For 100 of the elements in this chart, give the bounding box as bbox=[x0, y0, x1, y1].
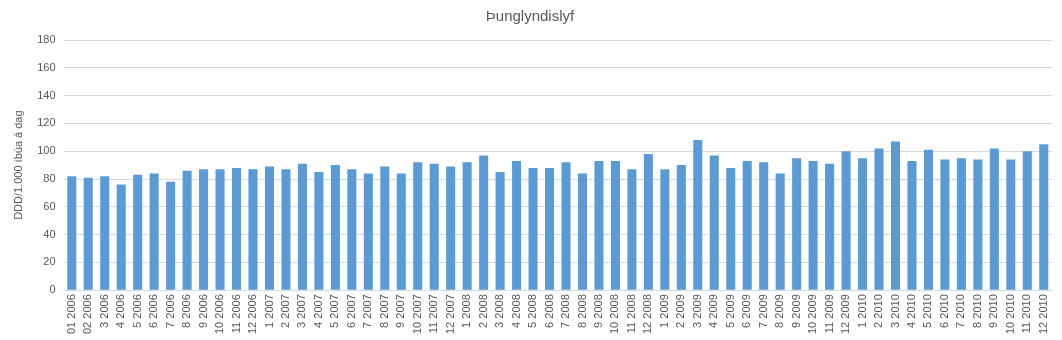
x-tick-label: 8 2010 bbox=[970, 294, 983, 328]
bar bbox=[874, 148, 884, 290]
x-tick-label: 6 2010 bbox=[937, 294, 950, 328]
bar bbox=[67, 176, 77, 290]
x-tick-label: 5 2010 bbox=[921, 294, 934, 328]
y-tick-label: 0 bbox=[49, 283, 56, 296]
x-tick-label: 10 2009 bbox=[806, 294, 819, 334]
bar bbox=[232, 167, 242, 290]
bar bbox=[133, 174, 143, 290]
x-tick-label: 8 2008 bbox=[575, 294, 588, 328]
bar bbox=[248, 169, 258, 290]
x-tick-label: 7 2009 bbox=[756, 294, 769, 328]
bar bbox=[907, 160, 917, 290]
x-tick-label: 11 2009 bbox=[822, 294, 835, 334]
bar bbox=[199, 169, 209, 290]
bar bbox=[512, 160, 522, 290]
bar bbox=[396, 173, 406, 290]
x-tick-label: 4 2007 bbox=[311, 294, 324, 328]
bar bbox=[561, 162, 571, 290]
bar bbox=[726, 167, 736, 290]
x-tick-label: 4 2006 bbox=[114, 294, 127, 328]
bar bbox=[413, 162, 423, 290]
x-tick-label: 9 2007 bbox=[394, 294, 407, 328]
bar bbox=[676, 165, 686, 290]
bar bbox=[166, 181, 176, 290]
bar bbox=[923, 149, 933, 290]
bar bbox=[429, 163, 439, 290]
x-tick-label: 12 2010 bbox=[1036, 294, 1049, 334]
x-tick-label: 1 2010 bbox=[855, 294, 868, 328]
x-tick-label: 12 2007 bbox=[443, 294, 456, 334]
x-tick-label: 6 2007 bbox=[344, 294, 357, 328]
x-tick-label: 10 2008 bbox=[608, 294, 621, 334]
x-tick-label: 10 2010 bbox=[1003, 294, 1016, 334]
y-tick-label: 180 bbox=[37, 33, 56, 46]
bar bbox=[792, 158, 802, 290]
bar bbox=[83, 177, 93, 290]
x-tick-label: 12 2008 bbox=[641, 294, 654, 334]
bar bbox=[775, 173, 785, 290]
x-tick-label: 9 2006 bbox=[196, 294, 209, 328]
x-tick-label: 2 2010 bbox=[872, 294, 885, 328]
x-tick-label: 11 2010 bbox=[1020, 294, 1033, 334]
bar bbox=[281, 169, 291, 290]
bar bbox=[330, 165, 340, 290]
x-tick-label: 3 2006 bbox=[97, 294, 110, 328]
bar bbox=[858, 158, 868, 290]
x-tick-label: 7 2007 bbox=[361, 294, 374, 328]
y-tick-label: 20 bbox=[43, 255, 56, 268]
x-tick-label: 1 2009 bbox=[657, 294, 670, 328]
bar bbox=[380, 166, 390, 290]
x-tick-label: 12 2009 bbox=[839, 294, 852, 334]
bar bbox=[610, 160, 620, 290]
x-tick-label: 2 2008 bbox=[476, 294, 489, 328]
x-tick-label: 8 2009 bbox=[773, 294, 786, 328]
x-tick-label: 5 2009 bbox=[723, 294, 736, 328]
x-tick-label: 11 2008 bbox=[624, 294, 637, 334]
y-tick-label: 120 bbox=[37, 116, 56, 129]
x-tick-label: 01 2006 bbox=[64, 294, 77, 334]
bar bbox=[956, 158, 966, 290]
bar bbox=[264, 166, 275, 290]
bar bbox=[545, 167, 555, 290]
x-tick-label: 3 2008 bbox=[493, 294, 506, 328]
bar bbox=[314, 172, 324, 290]
bar bbox=[363, 173, 373, 290]
x-tick-label: 5 2006 bbox=[130, 294, 143, 328]
x-tick-label: 10 2007 bbox=[410, 294, 423, 334]
bar bbox=[973, 159, 983, 290]
bar bbox=[890, 141, 901, 290]
x-tick-label: 2 2009 bbox=[674, 294, 687, 328]
x-tick-label: 02 2006 bbox=[81, 294, 94, 334]
x-tick-label: 6 2008 bbox=[542, 294, 555, 328]
y-tick-label: 100 bbox=[37, 144, 56, 157]
x-tick-label: 9 2009 bbox=[789, 294, 802, 328]
bar bbox=[742, 160, 752, 290]
x-tick-label: 7 2008 bbox=[559, 294, 572, 328]
x-tick-label: 6 2006 bbox=[147, 294, 160, 328]
x-tick-label: 6 2009 bbox=[740, 294, 753, 328]
bar bbox=[627, 169, 637, 290]
bar bbox=[989, 148, 999, 290]
bar bbox=[100, 176, 110, 290]
x-tick-label: 5 2008 bbox=[526, 294, 539, 328]
y-tick-label: 60 bbox=[43, 199, 56, 212]
y-tick-label: 80 bbox=[43, 172, 56, 185]
x-tick-label: 1 2008 bbox=[460, 294, 473, 328]
bar bbox=[495, 172, 505, 290]
bar bbox=[446, 166, 456, 290]
bar bbox=[149, 173, 159, 290]
x-tick-label: 7 2010 bbox=[954, 294, 967, 328]
x-tick-label: 5 2007 bbox=[328, 294, 341, 328]
x-tick-label: 3 2009 bbox=[690, 294, 703, 328]
bar bbox=[594, 160, 604, 290]
x-tick-label: 12 2006 bbox=[246, 294, 259, 334]
x-tick-label: 9 2010 bbox=[987, 294, 1000, 328]
y-axis-title: DDD/1.000 íbúa á dag bbox=[11, 110, 24, 220]
x-tick-label: 7 2006 bbox=[163, 294, 176, 328]
bar bbox=[182, 170, 192, 290]
bar bbox=[577, 173, 588, 290]
bar bbox=[660, 169, 670, 290]
x-tick-label: 4 2009 bbox=[707, 294, 720, 328]
y-tick-label: 140 bbox=[37, 88, 56, 101]
bar bbox=[841, 151, 851, 290]
